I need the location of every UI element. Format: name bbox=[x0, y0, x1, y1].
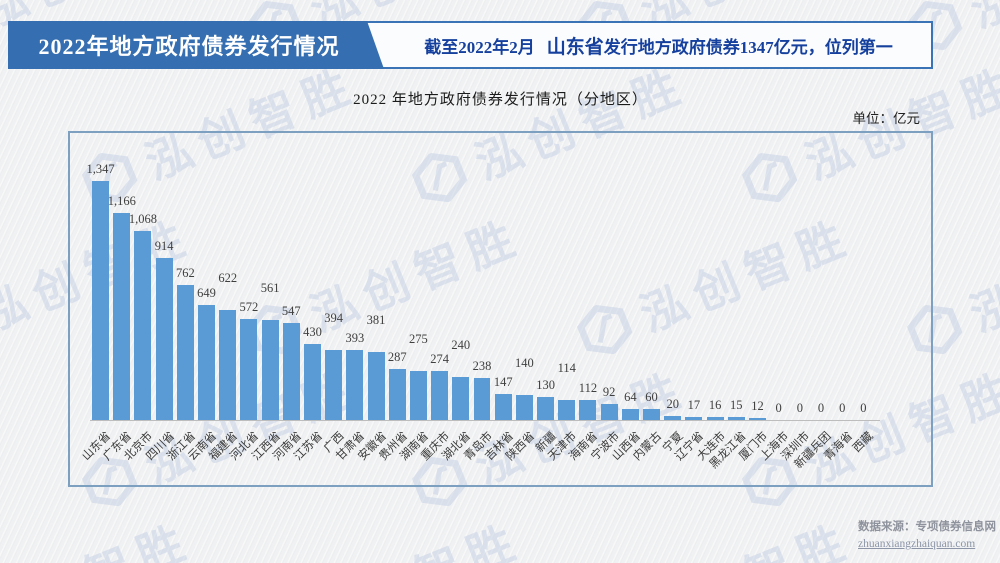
value-label: 275 bbox=[409, 332, 428, 346]
value-label: 114 bbox=[557, 361, 576, 375]
bar-湖南省 bbox=[409, 371, 427, 420]
bar-青岛市 bbox=[473, 378, 491, 420]
value-label: 12 bbox=[751, 399, 764, 413]
bar-大连市 bbox=[706, 417, 724, 420]
bar-湖北省 bbox=[452, 377, 470, 420]
source-url-link[interactable]: zhuanxiangzhaiquan.com bbox=[858, 538, 976, 550]
chart-title: 2022 年地方政府债券发行情况（分地区） bbox=[353, 92, 648, 108]
value-label: 1,347 bbox=[86, 162, 115, 176]
data-source-label: 数据来源：专项债券信息网 bbox=[858, 521, 996, 533]
value-label: 112 bbox=[578, 381, 598, 395]
watermark-text: 泓创智胜 bbox=[959, 0, 1000, 41]
watermark-text: 泓创智胜 bbox=[0, 504, 202, 563]
value-label: 240 bbox=[451, 338, 471, 352]
bar-河北省 bbox=[240, 319, 258, 420]
bar-海南省 bbox=[579, 400, 597, 420]
bar-陕西省 bbox=[515, 395, 533, 420]
subtitle-highlight: 山东省 bbox=[546, 36, 604, 58]
value-label: 762 bbox=[175, 266, 195, 280]
value-label: 274 bbox=[430, 352, 449, 366]
value-label: 64 bbox=[624, 390, 637, 404]
bar-新疆 bbox=[537, 397, 555, 420]
value-label: 130 bbox=[536, 378, 555, 392]
subtitle-rest: 发行地方政府债券1347亿元，位列第一 bbox=[603, 37, 893, 57]
value-label: 0 bbox=[839, 401, 846, 415]
value-label: 20 bbox=[666, 397, 679, 411]
bar-黑龙江省 bbox=[727, 417, 745, 420]
bar-广东省 bbox=[113, 213, 131, 420]
bar-厦门市 bbox=[748, 418, 766, 420]
watermark: 泓创智胜 bbox=[0, 504, 202, 563]
value-label: 287 bbox=[387, 350, 407, 364]
page-title: 2022年地方政府债券发行情况 bbox=[38, 34, 340, 59]
watermark-text: 泓创智胜 bbox=[629, 504, 861, 563]
value-label: 430 bbox=[303, 325, 322, 339]
value-label: 238 bbox=[472, 359, 492, 373]
bar-吉林省 bbox=[494, 394, 512, 420]
value-label: 1,166 bbox=[107, 194, 136, 208]
header-subtitle: 截至2022年2月 山东省 发行地方政府债券1347亿元，位列第一 bbox=[384, 21, 933, 69]
bar-贵州省 bbox=[388, 369, 406, 420]
bar-宁波市 bbox=[600, 404, 618, 420]
value-label: 0 bbox=[775, 401, 782, 415]
bar-山东省 bbox=[92, 181, 110, 420]
subtitle-prefix: 截至2022年2月 bbox=[424, 37, 535, 57]
bar-plot: 1,347 山东省 1,166 广东省 1,068 北京市 914 四川省 762 浙江省 649 云… bbox=[70, 133, 931, 485]
header-flag: 2022年地方政府债券发行情况 bbox=[8, 21, 384, 69]
value-label: 914 bbox=[154, 239, 174, 253]
value-label: 1,068 bbox=[128, 212, 158, 226]
bar-宁夏 bbox=[664, 416, 682, 420]
value-label: 17 bbox=[687, 398, 701, 412]
bar-安徽省 bbox=[367, 352, 385, 420]
bar-江西省 bbox=[261, 320, 279, 420]
chart-panel: 1,347 山东省 1,166 广东省 1,068 北京市 914 四川省 762 浙江省 649 云… bbox=[68, 131, 933, 487]
value-label: 15 bbox=[730, 398, 743, 412]
bar-山西省 bbox=[621, 409, 639, 420]
bar-内蒙古 bbox=[643, 409, 660, 420]
value-label: 0 bbox=[796, 401, 803, 415]
value-label: 92 bbox=[602, 385, 616, 399]
value-label: 622 bbox=[218, 271, 238, 285]
value-label: 572 bbox=[239, 300, 259, 314]
watermark: 泓创智胜 bbox=[238, 504, 532, 563]
value-label: 147 bbox=[493, 375, 513, 389]
value-label: 381 bbox=[366, 313, 386, 327]
value-label: 394 bbox=[324, 311, 344, 325]
bar-重庆市 bbox=[431, 371, 449, 420]
value-label: 0 bbox=[817, 401, 825, 415]
bar-辽宁省 bbox=[685, 417, 703, 420]
bar-甘肃省 bbox=[346, 350, 364, 420]
bar-河南省 bbox=[282, 323, 300, 420]
watermark: 泓创智胜 bbox=[568, 504, 862, 563]
bar-云南省 bbox=[198, 305, 215, 420]
value-label: 60 bbox=[645, 390, 658, 404]
bar-江苏省 bbox=[304, 344, 321, 420]
x-axis-line bbox=[90, 420, 880, 421]
footer: 数据来源：专项债券信息网 zhuanxiangzhaiquan.com bbox=[858, 519, 996, 553]
bar-福建省 bbox=[219, 310, 237, 420]
value-label: 547 bbox=[281, 304, 301, 318]
value-label: 16 bbox=[708, 398, 722, 412]
value-label: 0 bbox=[860, 401, 867, 415]
value-label: 649 bbox=[197, 286, 216, 300]
bar-四川省 bbox=[155, 258, 173, 420]
watermark-text: 泓创智胜 bbox=[299, 504, 531, 563]
watermark-text: 泓创智胜 bbox=[963, 209, 1000, 342]
bar-浙江省 bbox=[176, 285, 194, 420]
value-label: 393 bbox=[345, 331, 365, 345]
chart-unit-label: 单位：亿元 bbox=[852, 111, 921, 126]
bar-广西 bbox=[325, 350, 343, 420]
bar-天津市 bbox=[558, 400, 576, 420]
value-label: 561 bbox=[260, 281, 280, 295]
bar-北京市 bbox=[134, 231, 152, 420]
x-axis-label: 西藏 bbox=[851, 430, 877, 455]
value-label: 140 bbox=[515, 356, 534, 370]
